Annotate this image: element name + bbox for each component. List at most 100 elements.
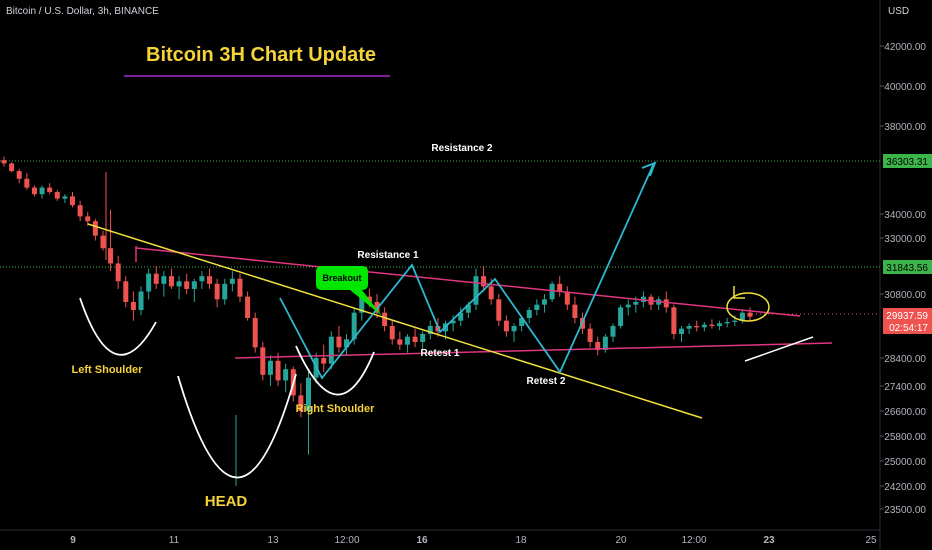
y-tick-label: 30800.00	[884, 290, 926, 301]
candle-body	[572, 304, 578, 318]
candle-body	[397, 339, 403, 345]
resistance-2-price: 36303.31	[886, 157, 928, 168]
breakout-label: Breakout	[322, 273, 361, 283]
candle-body	[420, 334, 426, 342]
candle-body	[161, 276, 167, 284]
x-tick-label: 16	[416, 535, 428, 546]
y-tick-label: 34000.00	[884, 210, 926, 221]
candle-body	[557, 283, 563, 292]
y-tick-label: 23500.00	[884, 505, 926, 516]
candle-body	[100, 235, 106, 249]
candle-body	[85, 216, 91, 222]
candle-body	[260, 347, 266, 375]
candle-body	[701, 324, 707, 328]
candle-body	[9, 163, 15, 172]
resistance-2-price-box	[883, 154, 932, 168]
candle-body	[351, 312, 357, 340]
right-shoulder-arc	[295, 345, 375, 396]
x-tick-label: 18	[515, 535, 527, 546]
resistance-2-label: Resistance 2	[431, 143, 493, 154]
candle-body	[602, 336, 608, 350]
candle-body	[481, 276, 487, 287]
candle-body	[47, 187, 53, 192]
candle-body	[16, 171, 22, 179]
candle-body	[427, 326, 433, 334]
candle-body	[229, 278, 235, 284]
candle-body	[130, 302, 136, 310]
downtrend-line	[87, 223, 703, 419]
y-tick-label: 25800.00	[884, 432, 926, 443]
breakout-callout-pointer	[350, 290, 382, 316]
candle-body	[92, 221, 98, 236]
resistance-1-label: Resistance 1	[357, 250, 419, 261]
candle-body	[336, 336, 342, 348]
candle-body	[541, 299, 547, 305]
resistance-1-price: 31843.56	[886, 263, 928, 274]
candle-body	[176, 281, 182, 287]
candle-body	[465, 304, 471, 313]
x-tick-label: 23	[763, 535, 775, 546]
candle-body	[671, 307, 677, 334]
candle-body	[77, 205, 83, 217]
candle-body	[663, 299, 669, 308]
candle-body	[519, 318, 525, 326]
current-price: 29937.59	[886, 311, 928, 322]
triangle-upper-line	[135, 247, 801, 317]
candle-body	[618, 307, 624, 326]
head-arc	[177, 373, 297, 479]
candle-body	[191, 281, 197, 289]
right-shoulder-label: Right Shoulder	[296, 403, 376, 415]
candle-body	[564, 291, 570, 305]
retest-1-label: Retest 1	[421, 348, 460, 359]
candle-body	[694, 326, 700, 328]
x-tick-label: 11	[169, 535, 180, 546]
circle-arrow-mark	[733, 286, 745, 299]
candle-body	[123, 281, 129, 302]
chart-title: Bitcoin 3H Chart Update	[146, 44, 377, 66]
y-tick-label: 40000.00	[884, 82, 926, 93]
candle-body	[62, 196, 68, 199]
candle-body	[610, 326, 616, 337]
candle-body	[184, 281, 190, 289]
candle-body	[31, 187, 37, 195]
candle-body	[108, 248, 114, 264]
x-tick-label: 12:00	[334, 535, 359, 546]
candle-body	[709, 324, 715, 326]
candle-body	[305, 377, 311, 411]
candle-body	[344, 339, 350, 348]
candle-body	[587, 328, 593, 342]
candle-body	[328, 336, 334, 364]
y-tick-label: 38000.00	[884, 122, 926, 133]
candle-body	[458, 312, 464, 321]
candle-body	[686, 326, 692, 329]
triangle-lower-line	[234, 342, 833, 359]
candle-body	[168, 276, 174, 287]
y-tick-label: 33000.00	[884, 234, 926, 245]
projection-path	[279, 162, 655, 380]
candle-body	[153, 273, 159, 284]
candle-body	[473, 276, 479, 305]
candle-body	[739, 312, 745, 321]
candle-body	[267, 360, 273, 375]
candle-body	[595, 342, 601, 350]
retest-2-label: Retest 2	[527, 376, 566, 387]
y-tick-label: 24200.00	[884, 482, 926, 493]
y-tick-label: 42000.00	[884, 42, 926, 53]
current-price-box	[883, 308, 932, 334]
candle-body	[321, 358, 327, 364]
y-tick-label: 26600.00	[884, 407, 926, 418]
y-tick-label: 28400.00	[884, 354, 926, 365]
candle-body	[732, 320, 738, 322]
y-tick-label: 25000.00	[884, 457, 926, 468]
candle-body	[724, 322, 730, 324]
x-tick-label: 12:00	[681, 535, 706, 546]
candle-body	[678, 328, 684, 334]
candle-body	[207, 276, 213, 284]
candle-body	[404, 336, 410, 345]
candle-body	[625, 304, 631, 308]
candle-body	[298, 395, 304, 411]
x-tick-label: 13	[267, 535, 279, 546]
projection-arrowhead	[641, 161, 657, 177]
